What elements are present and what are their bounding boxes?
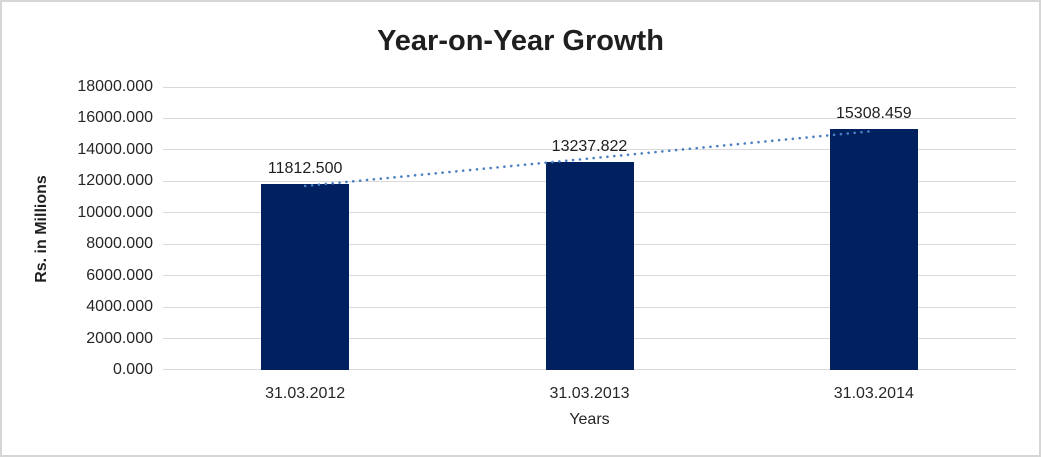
gridline xyxy=(163,86,1016,88)
x-tick-label: 31.03.2013 xyxy=(549,385,630,402)
y-tick-label: 4000.000 xyxy=(86,298,153,316)
y-tick-label: 18000.000 xyxy=(77,78,153,95)
plot-area xyxy=(163,86,1016,370)
bar-31.03.2014 xyxy=(829,129,918,370)
bar-value-label: 13237.822 xyxy=(551,137,628,155)
bar-31.03.2012 xyxy=(261,184,350,370)
bars xyxy=(163,87,1016,370)
bar-value-label: 15308.459 xyxy=(836,105,912,123)
y-tick-label: 10000.000 xyxy=(77,203,153,221)
bar-31.03.2013 xyxy=(545,161,634,370)
x-tick-label: 31.03.2014 xyxy=(833,385,914,402)
y-tick-label: 14000.000 xyxy=(77,140,153,158)
y-tick-label: 8000.000 xyxy=(86,235,153,253)
trendline xyxy=(303,129,876,188)
chart-title: Year-on-Year Growth xyxy=(377,25,664,57)
gridline xyxy=(163,117,1016,119)
gridline xyxy=(163,149,1016,151)
y-tick-label: 0.000 xyxy=(112,361,153,378)
y-tick-label: 12000.000 xyxy=(77,172,153,190)
trendline-path xyxy=(303,129,876,188)
y-tick-label: 2000.000 xyxy=(86,329,153,347)
y-tick-label: 6000.000 xyxy=(86,266,153,284)
x-tick-label: 31.03.2012 xyxy=(265,385,346,402)
y-tick-label: 16000.000 xyxy=(77,109,153,127)
x-axis-title: Years xyxy=(569,411,610,428)
bar-value-label: 11812.500 xyxy=(267,160,343,178)
